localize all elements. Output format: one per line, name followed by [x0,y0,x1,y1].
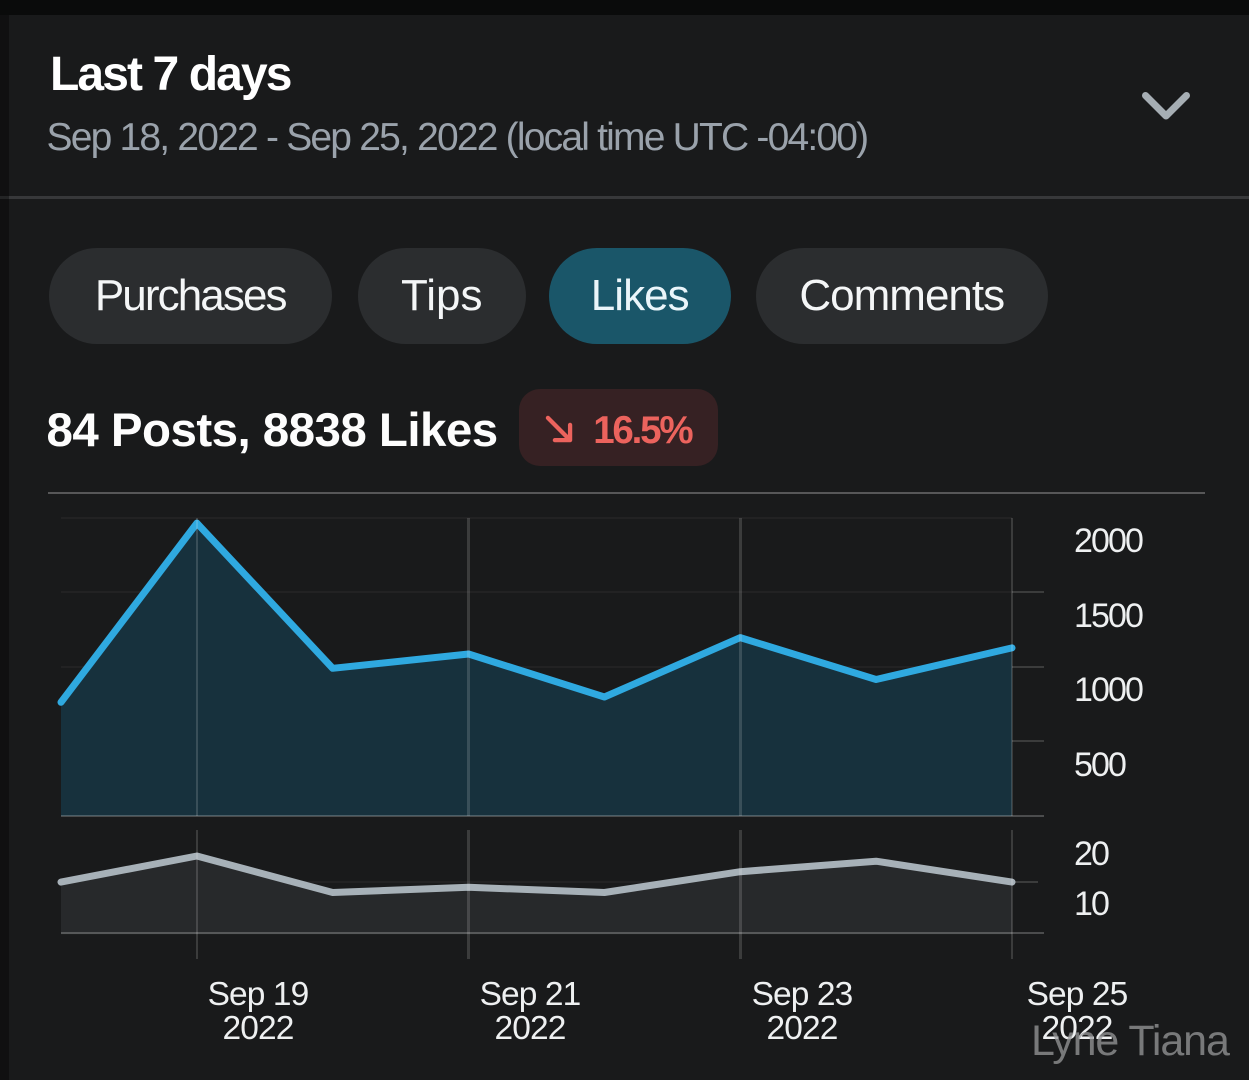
y-tick-label-10: 10 [1074,884,1110,923]
x-tick-label-sep21: Sep 21 2022 [479,976,582,1047]
y-tick-label-1000: 1000 [1074,671,1144,710]
gridline-v-sep19-main [195,517,199,816]
date-range-subtitle: Sep 18, 2022 - Sep 25, 2022 (local time … [46,116,870,160]
gridline-h-1500 [61,591,1012,594]
posts-area [61,856,1012,935]
gridline-h-10 [61,881,1012,884]
gridline-v-sep23-lower [739,829,742,960]
trend-value: 16.5% [593,409,693,453]
gridline-v-sep19-lower [195,829,199,960]
y-tick-label-1500: 1500 [1074,596,1144,635]
trend-badge: 16.5% [518,388,718,467]
tick-1500 [1012,591,1044,594]
y-tick-label-2000: 2000 [1074,521,1144,560]
gridline-v-sep25-lower [1010,829,1014,960]
watermark: Lyne Tiana [1031,1016,1230,1065]
tab-likes-label: Likes [590,270,690,320]
page-title: Last 7 days [50,48,292,102]
tab-likes[interactable]: Likes [548,247,731,344]
tab-comments[interactable]: Comments [755,247,1048,344]
tab-purchases[interactable]: Purchases [49,247,332,344]
x-tick-sep21-line1: Sep 21 [479,976,582,1014]
gridline-v-sep21-lower [467,829,470,960]
tick-500 [1012,740,1044,743]
x-tick-sep19-line1: Sep 19 [207,976,310,1014]
likes-line [57,519,1016,706]
x-tick-sep19-line2: 2022 [222,1009,295,1047]
chart-divider [48,491,1205,494]
y-tick-label-500: 500 [1074,745,1127,784]
tab-purchases-label: Purchases [94,270,288,320]
arrow-down-right-icon [545,416,573,443]
gridline-h-2000 [61,516,1012,519]
status-bar-strip [0,0,1249,15]
chevron-down-icon[interactable] [1141,91,1191,121]
gridline-h-1000 [61,665,1012,668]
left-edge-shade [0,15,9,1080]
x-axis-lower [61,931,1044,935]
x-axis-main [61,814,1044,818]
y-tick-label-20: 20 [1074,834,1110,873]
tick-1000 [1012,665,1044,668]
posts-series [57,852,1016,935]
tab-tips-label: Tips [401,270,483,320]
x-tick-label-sep23: Sep 23 2022 [751,976,854,1047]
x-tick-sep25-line2: 2022 [1041,1009,1114,1047]
gridline-h-500 [61,740,1012,743]
x-tick-sep21-line2: 2022 [494,1009,567,1047]
header-divider [0,196,1249,199]
tab-tips[interactable]: Tips [357,247,526,344]
gridline-v-sep25-main [1010,517,1014,816]
x-tick-sep25-line1: Sep 25 [1026,976,1129,1014]
likes-series [57,519,1016,816]
x-tick-sep23-line2: 2022 [766,1009,839,1047]
tick-10 [1012,881,1038,884]
gridline-v-sep23-main [739,517,742,816]
tab-comments-label: Comments [799,270,1005,320]
x-tick-label-sep25: Sep 25 2022 [1026,976,1129,1047]
x-tick-sep23-line1: Sep 23 [751,976,854,1014]
gridline-v-sep21-main [467,517,470,816]
posts-line [57,852,1016,896]
x-tick-label-sep19: Sep 19 2022 [207,976,310,1047]
stats-headline: 84 Posts, 8838 Likes [46,403,499,457]
likes-area [61,523,1012,816]
